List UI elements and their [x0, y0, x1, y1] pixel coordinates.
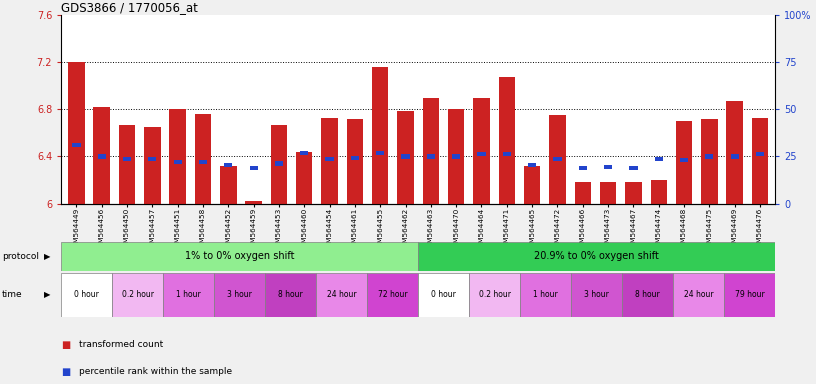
- Bar: [418, 273, 469, 317]
- Text: 3 hour: 3 hour: [228, 290, 252, 299]
- Bar: [401, 154, 410, 159]
- Text: 1% to 0% oxygen shift: 1% to 0% oxygen shift: [185, 251, 295, 262]
- Bar: [195, 114, 211, 204]
- Bar: [654, 157, 663, 161]
- Text: 0.2 hour: 0.2 hour: [479, 290, 511, 299]
- Bar: [571, 273, 622, 317]
- Bar: [503, 152, 511, 156]
- Bar: [756, 152, 764, 156]
- Bar: [163, 273, 214, 317]
- Bar: [521, 273, 571, 317]
- Bar: [473, 98, 490, 204]
- Bar: [224, 163, 233, 167]
- Bar: [528, 163, 536, 167]
- Text: 24 hour: 24 hour: [327, 290, 357, 299]
- Bar: [316, 273, 367, 317]
- Bar: [724, 273, 775, 317]
- Bar: [265, 273, 316, 317]
- Bar: [705, 154, 713, 159]
- Bar: [170, 109, 186, 204]
- Bar: [250, 166, 258, 170]
- Bar: [752, 118, 768, 204]
- Text: 8 hour: 8 hour: [636, 290, 660, 299]
- Bar: [676, 121, 692, 204]
- Bar: [149, 157, 157, 161]
- Text: transformed count: transformed count: [79, 340, 163, 349]
- Bar: [499, 76, 515, 204]
- Bar: [418, 242, 775, 271]
- Bar: [604, 165, 612, 169]
- Bar: [220, 166, 237, 204]
- Bar: [625, 182, 641, 204]
- Bar: [73, 143, 81, 147]
- Bar: [98, 154, 106, 159]
- Bar: [574, 182, 591, 204]
- Bar: [119, 125, 135, 204]
- Bar: [469, 273, 520, 317]
- Text: 24 hour: 24 hour: [684, 290, 713, 299]
- Bar: [246, 201, 262, 204]
- Bar: [61, 242, 418, 271]
- Bar: [199, 160, 207, 164]
- Bar: [730, 154, 738, 159]
- Text: ■: ■: [61, 367, 70, 377]
- Bar: [452, 154, 460, 159]
- Text: protocol: protocol: [2, 252, 38, 261]
- Bar: [579, 166, 587, 170]
- Bar: [174, 160, 182, 164]
- Bar: [69, 62, 85, 204]
- Bar: [112, 273, 163, 317]
- Bar: [553, 157, 561, 161]
- Bar: [275, 162, 283, 166]
- Bar: [376, 151, 384, 155]
- Bar: [680, 158, 688, 162]
- Bar: [600, 182, 616, 204]
- Bar: [271, 125, 287, 204]
- Bar: [347, 119, 363, 204]
- Bar: [726, 101, 743, 204]
- Text: 3 hour: 3 hour: [584, 290, 609, 299]
- Bar: [214, 273, 265, 317]
- Text: ▶: ▶: [44, 252, 51, 261]
- Bar: [296, 152, 313, 204]
- Text: 72 hour: 72 hour: [378, 290, 407, 299]
- Bar: [94, 107, 110, 204]
- Bar: [477, 152, 486, 156]
- Bar: [144, 127, 161, 204]
- Text: 8 hour: 8 hour: [278, 290, 303, 299]
- Bar: [397, 111, 414, 204]
- Bar: [427, 154, 435, 159]
- Text: 0.2 hour: 0.2 hour: [122, 290, 153, 299]
- Bar: [322, 118, 338, 204]
- Text: time: time: [2, 290, 22, 299]
- Bar: [367, 273, 418, 317]
- Bar: [448, 109, 464, 204]
- Bar: [300, 151, 308, 155]
- Bar: [61, 273, 112, 317]
- Text: 20.9% to 0% oxygen shift: 20.9% to 0% oxygen shift: [534, 251, 659, 262]
- Bar: [123, 157, 131, 161]
- Bar: [622, 273, 673, 317]
- Bar: [524, 166, 540, 204]
- Bar: [351, 156, 359, 160]
- Bar: [701, 119, 717, 204]
- Bar: [650, 180, 667, 204]
- Text: ▶: ▶: [44, 290, 51, 299]
- Text: 1 hour: 1 hour: [176, 290, 201, 299]
- Text: ■: ■: [61, 340, 70, 350]
- Bar: [326, 157, 334, 161]
- Bar: [372, 67, 388, 204]
- Text: 1 hour: 1 hour: [534, 290, 558, 299]
- Bar: [673, 273, 724, 317]
- Text: 79 hour: 79 hour: [735, 290, 765, 299]
- Bar: [629, 166, 637, 170]
- Text: percentile rank within the sample: percentile rank within the sample: [79, 367, 233, 376]
- Text: 0 hour: 0 hour: [432, 290, 456, 299]
- Bar: [423, 98, 439, 204]
- Text: GDS3866 / 1770056_at: GDS3866 / 1770056_at: [61, 1, 198, 14]
- Text: 0 hour: 0 hour: [74, 290, 99, 299]
- Bar: [549, 115, 565, 204]
